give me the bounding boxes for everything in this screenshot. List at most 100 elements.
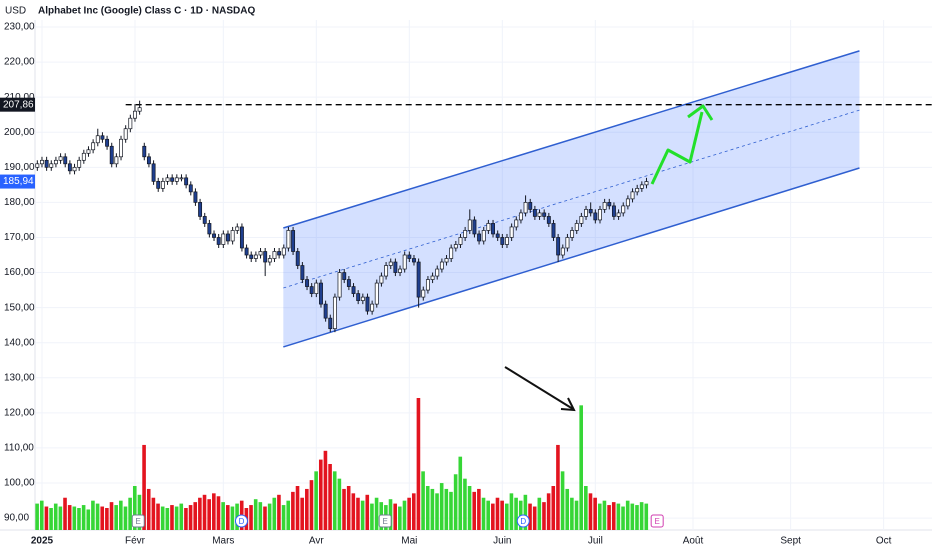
- volume-bar: [132, 486, 137, 530]
- candle-body: [151, 163, 156, 182]
- volume-bar: [546, 493, 551, 530]
- candle-body: [105, 138, 110, 147]
- candle-body: [463, 230, 468, 238]
- y-tick-label: 160,00: [4, 267, 35, 278]
- volume-bar: [449, 491, 453, 530]
- candle-body: [249, 254, 254, 259]
- volume-bar: [500, 500, 504, 530]
- candle-body: [509, 226, 514, 238]
- volume-bar: [58, 506, 63, 530]
- volume-bar: [491, 503, 495, 530]
- volume-bar: [198, 497, 202, 530]
- candle-body: [579, 216, 584, 224]
- volume-bar: [337, 478, 342, 530]
- last-price-box: [0, 174, 35, 189]
- candle-body: [230, 230, 235, 242]
- volume-bar: [607, 505, 611, 530]
- candle-body: [542, 212, 547, 217]
- event-marker: [650, 514, 664, 528]
- candle-body: [119, 138, 123, 158]
- volume-bar: [584, 486, 588, 530]
- candle-body: [412, 258, 416, 263]
- volume-bar: [342, 488, 346, 530]
- x-tick-label: Sept: [780, 536, 801, 547]
- candle-body: [449, 247, 454, 259]
- volume-bar: [332, 471, 337, 530]
- volume-bar: [430, 488, 435, 530]
- volume-bar: [128, 497, 132, 530]
- event-label: D: [239, 517, 245, 526]
- volume-bar: [416, 398, 421, 530]
- volume-bar: [105, 508, 109, 530]
- volume-bar: [463, 478, 467, 530]
- candle-body: [305, 279, 309, 287]
- candle-body: [216, 237, 221, 245]
- candle-body: [584, 209, 588, 217]
- candle-body: [67, 163, 72, 172]
- candle-body: [212, 233, 216, 238]
- candle-body: [467, 219, 472, 231]
- volume-bar: [467, 486, 472, 530]
- candle-body: [95, 135, 100, 144]
- y-tick-label: 170,00: [4, 232, 35, 243]
- volume-bar: [119, 500, 123, 530]
- volume-bar: [91, 500, 95, 530]
- volume-bar: [272, 497, 277, 530]
- candle-body: [384, 265, 389, 277]
- volume-bar: [318, 459, 323, 530]
- candle-body: [142, 145, 147, 158]
- candle-body: [644, 181, 649, 186]
- volume-bar: [532, 506, 537, 530]
- volume-bar: [639, 502, 644, 530]
- volume-bar: [537, 497, 542, 530]
- candle-body: [272, 251, 277, 259]
- volume-bar: [421, 471, 425, 530]
- candle-body: [286, 230, 291, 249]
- candle-body: [425, 279, 430, 291]
- volume-bar: [495, 497, 500, 530]
- candle-body: [184, 177, 189, 186]
- volume-bar: [81, 505, 86, 530]
- candle-body: [174, 177, 179, 182]
- candle-body: [109, 145, 114, 165]
- candle-body: [100, 135, 105, 140]
- candle-body: [630, 191, 635, 200]
- event-label: E: [382, 517, 387, 526]
- volume-bar: [374, 497, 379, 530]
- volume-bar: [602, 500, 607, 530]
- volume-bar: [95, 503, 100, 530]
- y-tick-label: 210,00: [4, 92, 35, 103]
- volume-bar: [114, 505, 118, 530]
- candle-body: [323, 303, 328, 319]
- candle-body: [416, 261, 421, 298]
- candle-body: [625, 198, 630, 207]
- candle-body: [202, 216, 207, 224]
- event-marker: [234, 514, 248, 528]
- volume-bar: [574, 500, 579, 530]
- candle-body: [570, 230, 575, 238]
- volume-bar: [309, 480, 314, 530]
- volume-bar: [644, 503, 649, 530]
- volume-bar: [481, 497, 486, 530]
- candle-body: [491, 223, 495, 235]
- candle-body: [421, 289, 426, 298]
- candle-body: [523, 202, 528, 214]
- candle-body: [337, 272, 342, 298]
- x-tick-label: Avr: [309, 536, 324, 547]
- candle-body: [188, 184, 193, 193]
- y-tick-label: 110,00: [4, 443, 34, 454]
- candle-body: [351, 286, 356, 294]
- volume-bar: [137, 494, 142, 530]
- candle-body: [560, 247, 565, 256]
- volume-bar: [258, 502, 263, 530]
- candle-body: [458, 237, 463, 245]
- candle-body: [137, 107, 142, 112]
- candle-body: [128, 117, 133, 130]
- volume-bar: [509, 493, 514, 530]
- volume-bar: [356, 497, 360, 530]
- candle-body: [514, 219, 519, 228]
- candle-body: [532, 209, 537, 217]
- candle-body: [328, 317, 333, 330]
- candle-body: [253, 254, 258, 259]
- volume-bar: [425, 486, 430, 530]
